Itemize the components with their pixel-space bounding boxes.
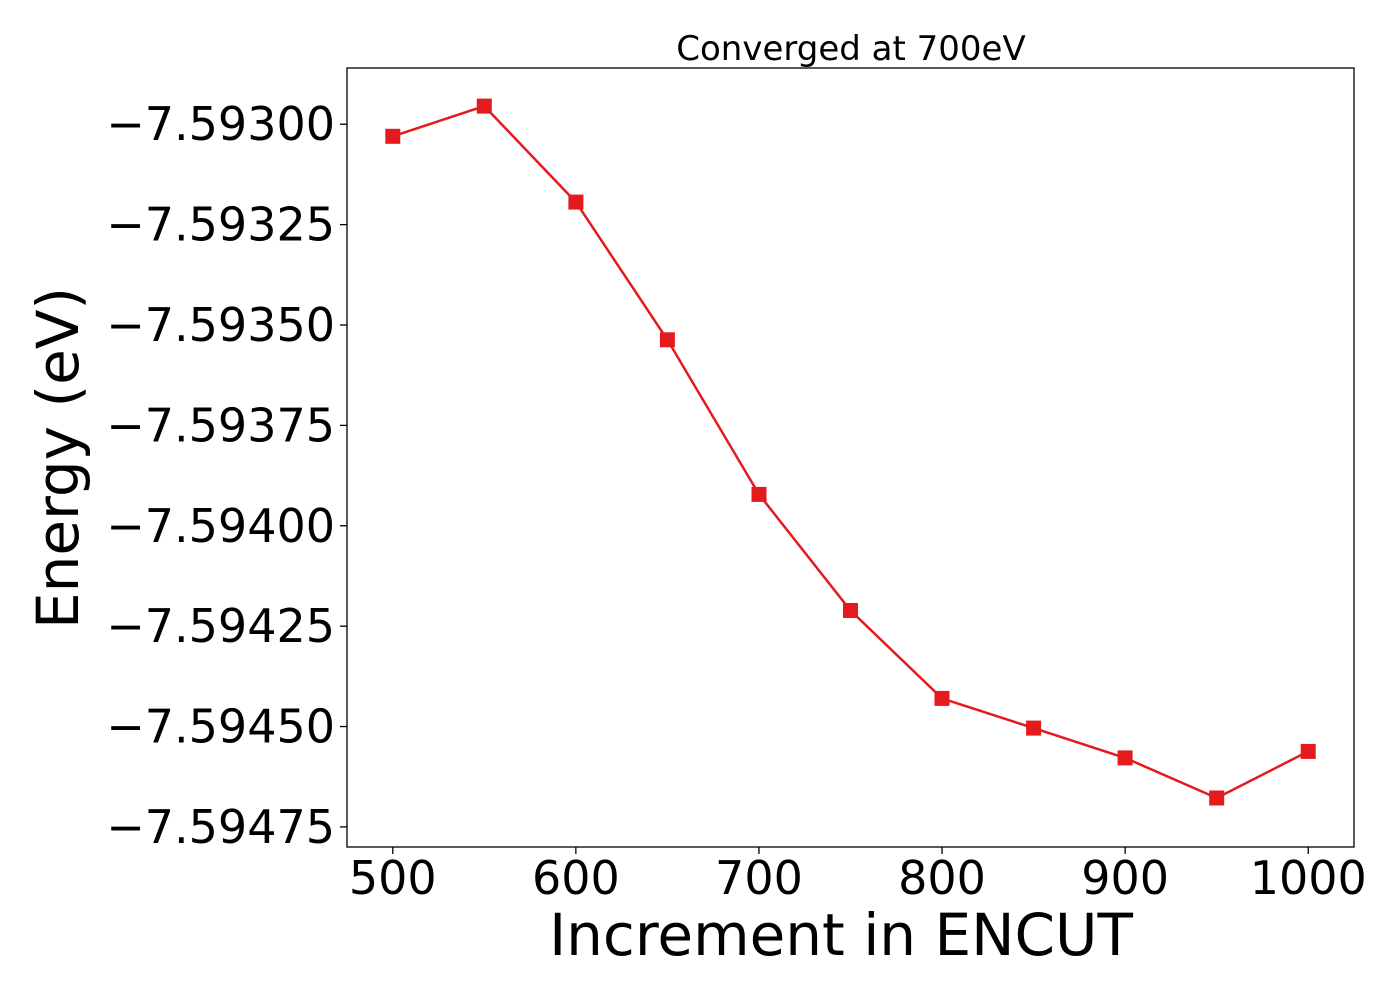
chart-title: Converged at 700eV: [676, 29, 1025, 69]
data-point: [1026, 720, 1042, 736]
x-tick-label: 800: [898, 851, 986, 905]
y-tick-label: −7.59375: [106, 398, 335, 452]
x-tick-label: 900: [1081, 851, 1169, 905]
data-point: [385, 128, 401, 144]
y-tick-label: −7.59300: [106, 97, 335, 151]
data-point: [659, 332, 675, 348]
x-tick-label: 700: [715, 851, 803, 905]
x-tick-label: 600: [532, 851, 620, 905]
y-axis-label: Energy (eV): [24, 287, 92, 629]
plot-frame: [346, 67, 1355, 848]
x-axis-label: Increment in ENCUT: [549, 901, 1133, 969]
data-point: [843, 603, 858, 618]
data-point: [934, 690, 950, 706]
x-tick-label: 1000: [1250, 851, 1367, 905]
data-point: [1117, 750, 1133, 766]
series-line: [392, 104, 1309, 800]
series-markers: [385, 98, 1316, 806]
y-tick-label: −7.59350: [106, 298, 335, 352]
y-tick-label: −7.59425: [106, 599, 335, 653]
y-tick-label: −7.59325: [106, 198, 335, 252]
data-point: [751, 486, 767, 502]
data-point: [476, 98, 492, 114]
data-point: [568, 194, 584, 210]
x-tick-label: 500: [349, 851, 437, 905]
x-axis: 500 600 700 800 900 1000: [349, 847, 1367, 905]
data-point: [1300, 743, 1316, 759]
y-tick-label: −7.59475: [106, 800, 335, 854]
y-axis: −7.59300 −7.59325 −7.59350 −7.59375 −7.59400…: [106, 97, 347, 854]
y-tick-label: −7.59400: [106, 499, 335, 553]
data-point: [1209, 790, 1225, 806]
y-tick-label: −7.59450: [106, 700, 335, 754]
